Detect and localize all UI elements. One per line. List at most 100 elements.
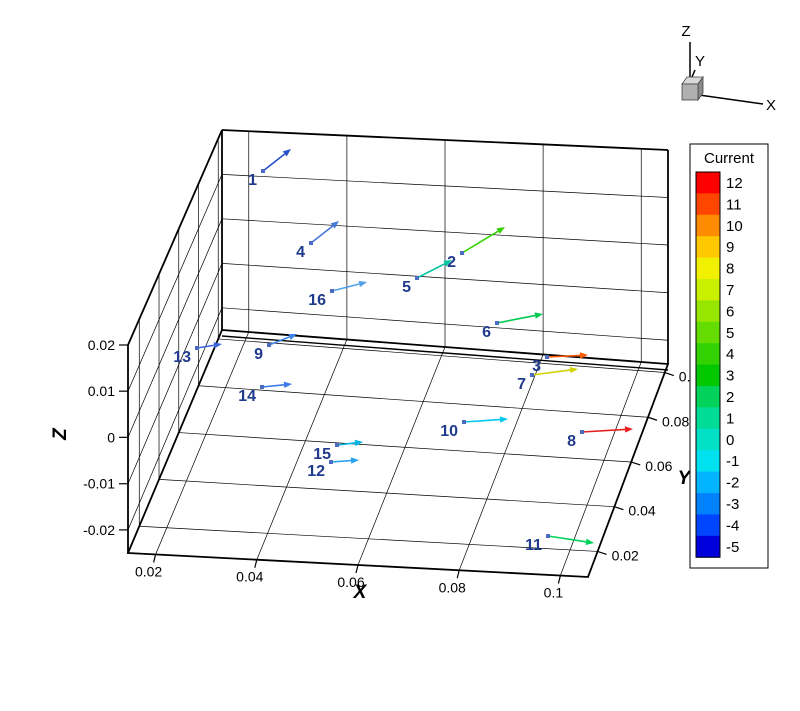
point-label: 16 <box>308 292 326 309</box>
point-marker <box>195 346 199 350</box>
y-tick-label: 0.08 <box>662 413 689 429</box>
z-axis-title: Z <box>50 427 71 441</box>
vector-arrow-shaft <box>310 225 334 244</box>
z-tick-label: 0.02 <box>88 337 115 353</box>
z-tick-label: -0.02 <box>83 522 115 538</box>
grid-line-leftwall-z <box>127 307 223 531</box>
axis-tick <box>456 570 460 579</box>
colorbar-tick-label: 8 <box>726 261 734 278</box>
box-edge <box>221 335 669 371</box>
point-marker <box>545 355 549 359</box>
colorbar-band <box>696 450 720 473</box>
vector-point-15: 15 <box>313 439 363 463</box>
vector-point-13: 13 <box>173 342 222 366</box>
axis-tick <box>557 575 561 584</box>
point-label: 2 <box>447 254 456 271</box>
grid-line-leftwall-z <box>127 174 223 392</box>
grid-line-floor-y <box>158 479 615 508</box>
grid-line-floor-y <box>218 338 665 373</box>
vector-point-12: 12 <box>307 457 359 480</box>
point-label: 14 <box>238 388 256 405</box>
colorbar-tick-label: 11 <box>726 196 742 213</box>
vector-arrow-shaft <box>261 383 285 388</box>
vector-point-14: 14 <box>238 381 292 405</box>
axis-tick <box>355 564 359 574</box>
colorbar-tick-label: -1 <box>726 453 739 470</box>
vector-arrow-shaft <box>461 230 499 254</box>
vector-arrow-head <box>288 333 297 340</box>
axis-tick <box>631 461 641 466</box>
orientation-y-label: Y <box>695 53 705 70</box>
y-tick-label: 0.04 <box>628 503 655 519</box>
grid-line-leftwall-z <box>127 218 223 438</box>
point-marker <box>330 289 334 293</box>
colorbar-band <box>696 257 720 280</box>
point-label: 1 <box>248 172 257 189</box>
grid-line-floor-y <box>198 385 649 418</box>
point-marker <box>260 385 264 389</box>
orientation-z-label: Z <box>681 23 690 40</box>
vector-point-8: 8 <box>567 426 633 450</box>
vector-arrow-head <box>579 352 588 359</box>
vector-arrow-head <box>569 366 578 374</box>
point-marker <box>580 430 584 434</box>
grid-line-backwall-z <box>221 218 669 246</box>
grid-line-leftwall-z <box>127 263 223 484</box>
vector-arrow-head <box>534 312 543 319</box>
colorbar-band <box>696 279 720 301</box>
point-marker <box>462 420 466 424</box>
point-marker <box>261 169 265 173</box>
colorbar-band <box>696 193 720 216</box>
colorbar-tick-label: 3 <box>726 368 734 385</box>
grid-line-backwall-z <box>221 307 669 341</box>
vector-arrow-shaft <box>531 369 571 376</box>
vector-point-2: 2 <box>447 227 505 271</box>
colorbar-band <box>696 364 720 387</box>
colorbar-tick-label: 4 <box>726 346 734 363</box>
point-label: 12 <box>307 463 325 480</box>
grid-line-floor-x <box>357 346 446 566</box>
point-label: 9 <box>254 346 263 363</box>
axis-tick <box>614 506 624 511</box>
vector-arrow-shaft <box>336 442 356 446</box>
point-label: 13 <box>173 349 191 366</box>
colorbar-tick-label: 0 <box>726 432 734 449</box>
grid-line-backwall-z <box>221 263 669 294</box>
vector-arrow-head <box>282 149 291 157</box>
colorbar-tick-label: 1 <box>726 410 734 427</box>
vector-arrow-shaft <box>196 344 215 349</box>
grid-line-floor-x <box>458 354 544 571</box>
y-tick-label: 0.06 <box>645 458 672 474</box>
vector-point-6: 6 <box>482 312 543 341</box>
colorbar-tick-label: 5 <box>726 325 734 342</box>
vector-arrow-shaft <box>330 459 352 463</box>
vector-point-9: 9 <box>254 333 297 363</box>
point-marker <box>495 321 499 325</box>
z-tick-label: 0.01 <box>88 383 115 399</box>
grid-line-floor-x <box>256 339 348 560</box>
vector-arrow-head <box>330 221 339 229</box>
colorbar-band <box>696 214 720 237</box>
point-label: 5 <box>402 279 411 296</box>
colorbar-tick-label: -3 <box>726 496 739 513</box>
colorbar-band <box>696 493 720 515</box>
vector-arrow-shaft <box>262 153 286 172</box>
x-tick-label: 0.04 <box>236 569 263 585</box>
colorbar-tick-label: 6 <box>726 303 734 320</box>
point-label: 3 <box>532 358 541 375</box>
point-marker <box>267 343 271 347</box>
vector-point-7: 7 <box>517 366 578 393</box>
grid-line-floor-y <box>139 525 598 552</box>
z-tick-label: -0.01 <box>83 476 115 492</box>
point-marker <box>415 276 419 280</box>
vector-arrow-shaft <box>496 314 536 324</box>
point-label: 4 <box>296 244 305 261</box>
vector-arrow-shaft <box>416 262 446 279</box>
point-marker <box>460 251 464 255</box>
box-edge <box>221 129 669 151</box>
colorbar-tick-label: 9 <box>726 239 734 256</box>
colorbar-band <box>696 514 720 537</box>
